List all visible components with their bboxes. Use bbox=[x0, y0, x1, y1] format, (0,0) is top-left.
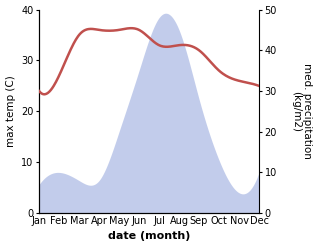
Y-axis label: max temp (C): max temp (C) bbox=[5, 75, 16, 147]
Y-axis label: med. precipitation
(kg/m2): med. precipitation (kg/m2) bbox=[291, 63, 313, 159]
X-axis label: date (month): date (month) bbox=[108, 231, 190, 242]
